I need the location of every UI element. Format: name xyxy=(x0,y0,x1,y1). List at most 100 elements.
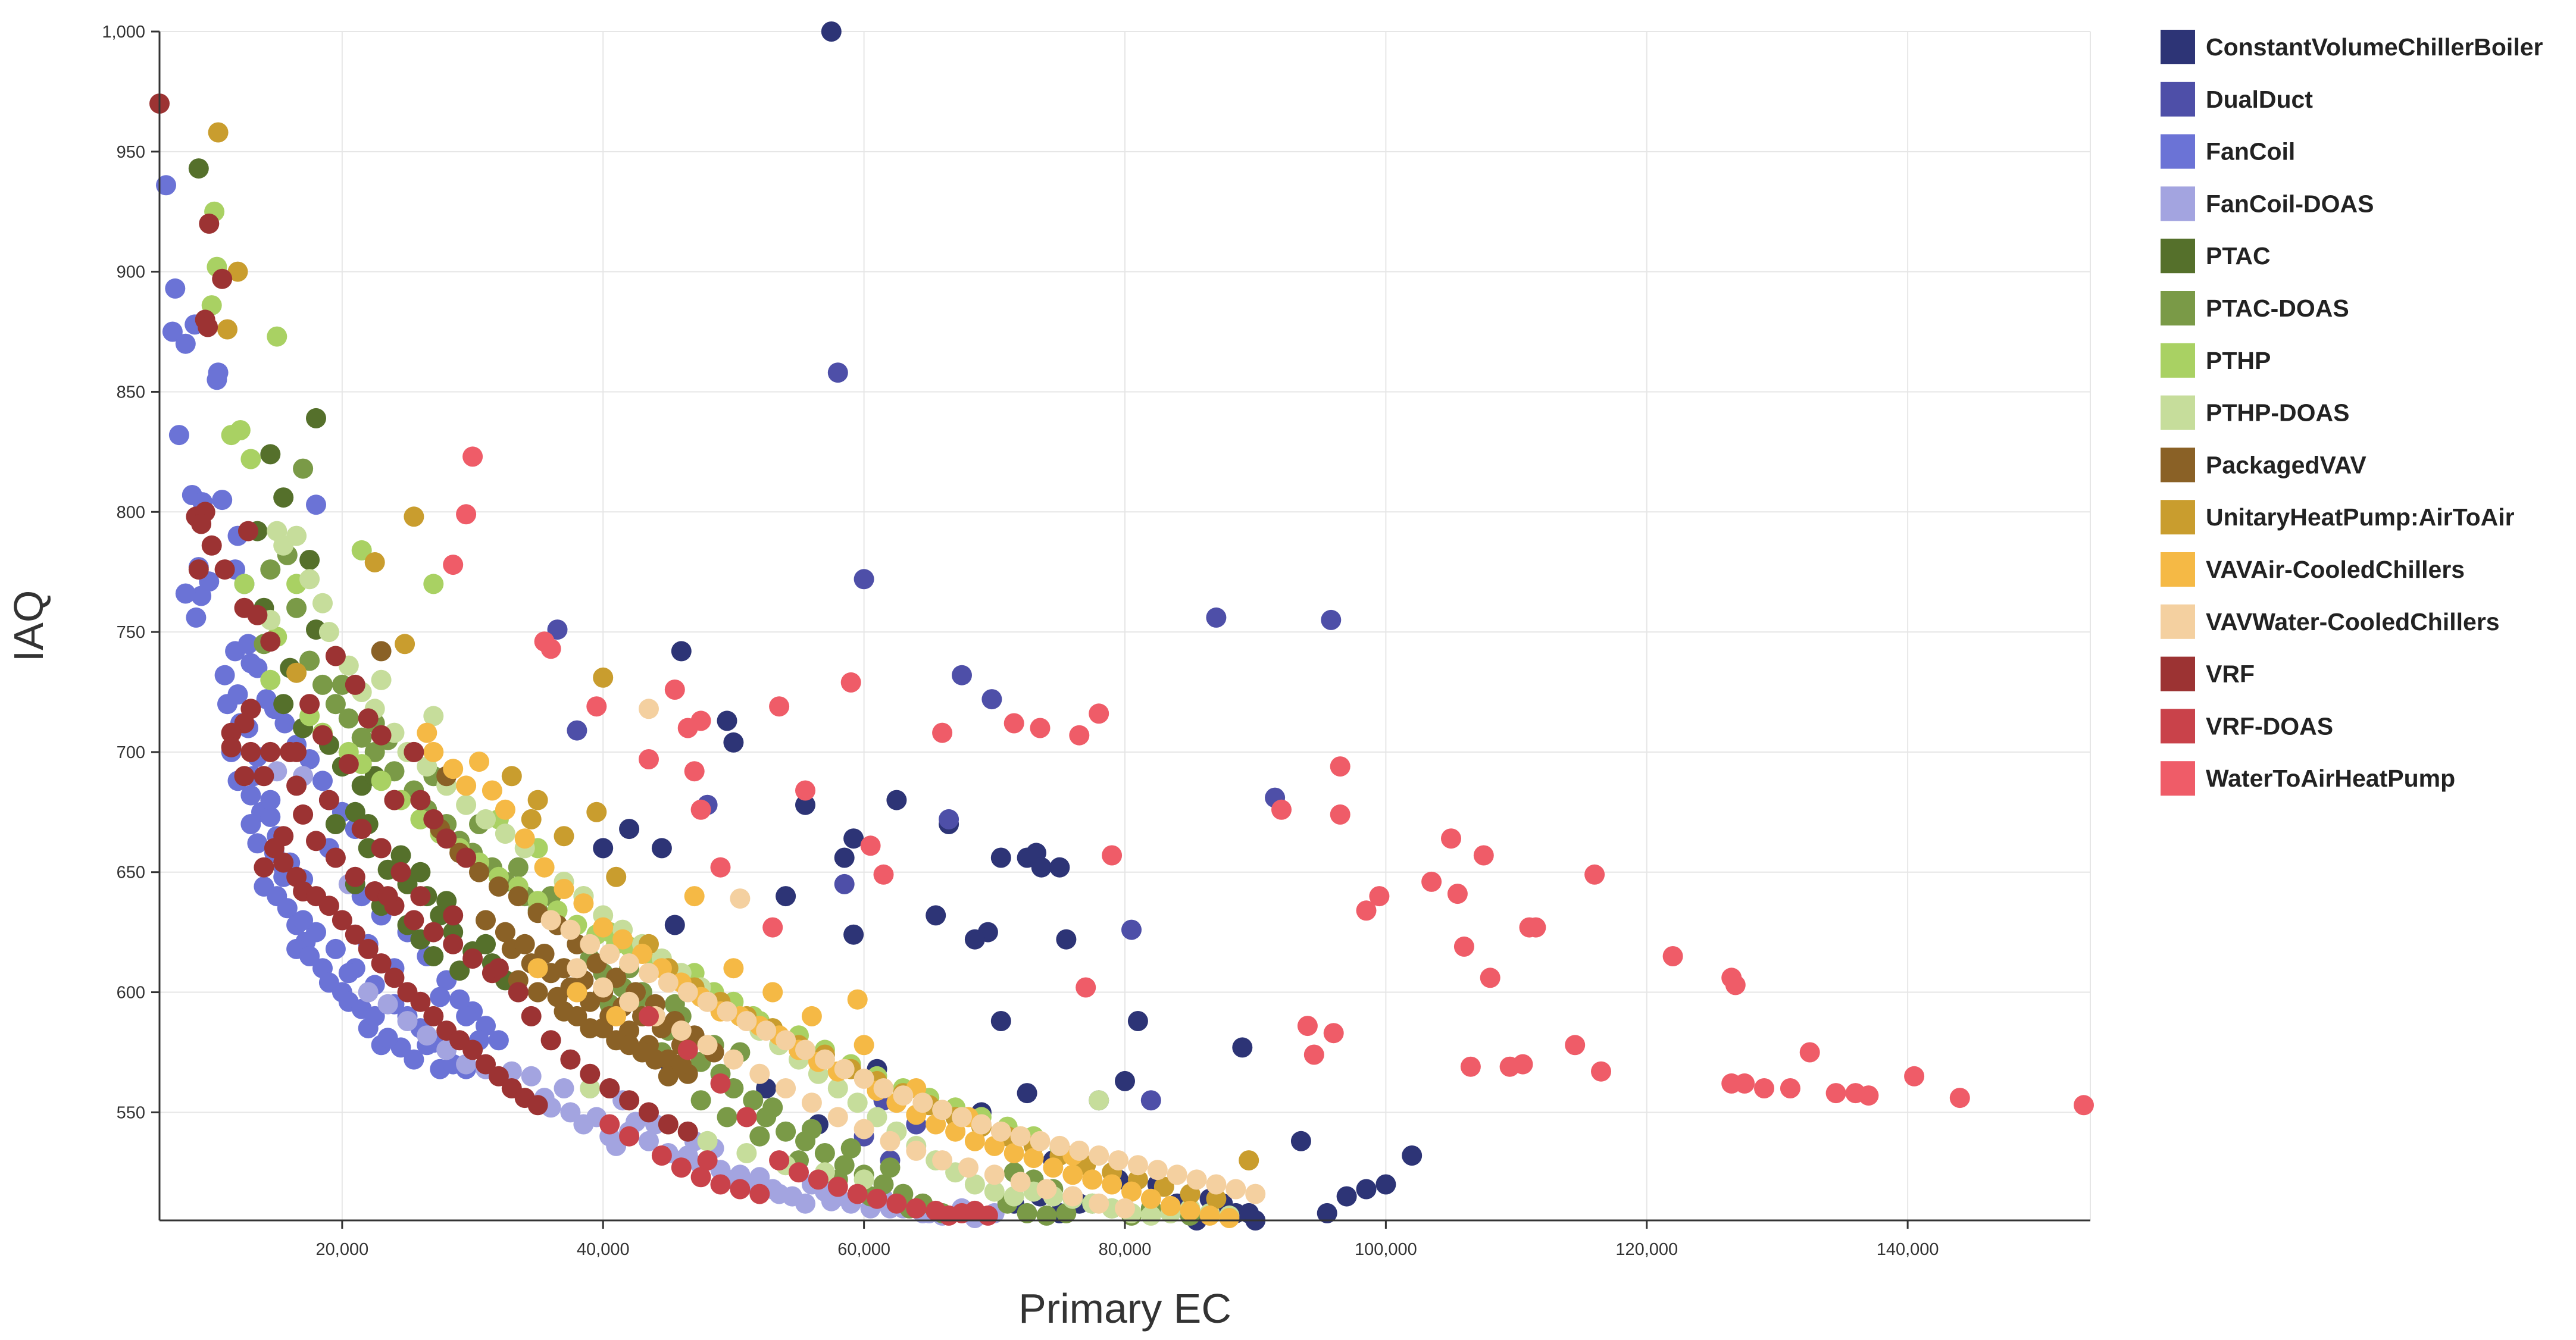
data-point xyxy=(932,722,953,743)
x-tick-label: 40,000 xyxy=(577,1240,630,1259)
data-point xyxy=(912,1092,933,1113)
data-point xyxy=(1010,1126,1031,1147)
data-point xyxy=(1232,1037,1253,1058)
legend-label: UnitaryHeatPump:AirToAir xyxy=(2206,503,2515,531)
data-point xyxy=(586,802,607,822)
data-point xyxy=(677,982,698,1003)
y-tick-label: 700 xyxy=(117,743,145,762)
data-point xyxy=(312,593,333,613)
data-point xyxy=(456,504,477,525)
data-point xyxy=(854,1035,874,1056)
data-point xyxy=(410,862,431,882)
data-point xyxy=(776,1078,796,1098)
legend-item: VAVWater-CooledChillers xyxy=(2161,604,2500,639)
data-point xyxy=(306,831,326,851)
data-point xyxy=(423,922,444,943)
data-point xyxy=(677,1040,698,1060)
data-point xyxy=(906,1140,927,1161)
legend-swatch xyxy=(2161,395,2195,430)
data-point xyxy=(371,953,392,974)
data-point xyxy=(723,1049,744,1070)
data-point xyxy=(1330,804,1350,825)
data-point xyxy=(860,835,881,856)
data-point xyxy=(697,1150,718,1171)
data-point xyxy=(690,1090,711,1111)
data-point xyxy=(1056,929,1077,950)
data-point xyxy=(697,991,718,1012)
data-point xyxy=(586,696,607,717)
legend-label: DualDuct xyxy=(2206,86,2313,113)
data-point xyxy=(736,1143,757,1163)
data-point xyxy=(854,569,874,590)
data-point xyxy=(873,864,894,885)
data-point xyxy=(377,994,398,1015)
data-point xyxy=(358,708,379,729)
data-point xyxy=(1297,1016,1318,1037)
data-point xyxy=(690,799,711,820)
data-point xyxy=(404,1049,424,1070)
data-point xyxy=(776,886,796,907)
data-point xyxy=(521,1066,542,1087)
data-point xyxy=(325,847,346,868)
data-point xyxy=(436,828,457,849)
data-point xyxy=(1017,1083,1037,1104)
x-axis-ticks: 20,000 40,000 60,000 80,000 100,000 120,000 14… xyxy=(316,1220,1939,1259)
data-point xyxy=(606,866,627,887)
data-point xyxy=(1140,1188,1161,1209)
data-point xyxy=(580,1078,601,1098)
data-point xyxy=(769,696,790,717)
data-point xyxy=(488,876,509,897)
data-point xyxy=(397,1011,418,1031)
data-point xyxy=(801,1119,822,1139)
data-point xyxy=(1206,1174,1227,1195)
data-point xyxy=(573,893,594,914)
legend-swatch xyxy=(2161,30,2195,64)
data-point xyxy=(560,1102,581,1123)
data-point xyxy=(658,1114,679,1135)
legend-item: VRF xyxy=(2161,656,2255,691)
data-point xyxy=(677,1121,698,1142)
data-point xyxy=(952,665,972,685)
data-point xyxy=(430,987,451,1007)
data-point xyxy=(1858,1085,1879,1106)
data-point xyxy=(234,766,255,787)
legend-item: DualDuct xyxy=(2161,82,2313,117)
legend-label: PackagedVAV xyxy=(2206,451,2366,478)
data-point xyxy=(1108,1150,1128,1171)
data-point xyxy=(1356,900,1377,921)
data-point xyxy=(1121,1181,1142,1202)
data-point xyxy=(247,833,268,854)
data-point xyxy=(227,261,248,282)
legend-item: PackagedVAV xyxy=(2161,447,2366,483)
data-point xyxy=(443,759,464,779)
data-point xyxy=(1473,845,1494,866)
data-point xyxy=(443,905,464,926)
data-point xyxy=(1421,871,1442,892)
data-point xyxy=(1121,919,1142,940)
legend-label: VRF-DOAS xyxy=(2206,712,2333,740)
data-point xyxy=(1447,884,1468,904)
data-point xyxy=(384,790,405,810)
data-point xyxy=(410,790,431,810)
data-point xyxy=(639,699,659,719)
data-point xyxy=(1375,1174,1396,1195)
data-point xyxy=(221,425,242,446)
data-point xyxy=(1239,1150,1259,1171)
data-point xyxy=(1089,1090,1109,1111)
data-point xyxy=(1003,713,1024,734)
data-point xyxy=(325,694,346,715)
data-point xyxy=(240,785,261,806)
data-point xyxy=(867,1107,887,1128)
y-tick-label: 600 xyxy=(117,984,145,1003)
data-point xyxy=(567,720,587,741)
y-tick-label: 900 xyxy=(117,263,145,282)
data-point xyxy=(1043,1157,1064,1178)
data-point xyxy=(191,586,212,606)
data-point xyxy=(325,814,346,834)
y-tick-label: 750 xyxy=(117,623,145,642)
data-point xyxy=(1003,1143,1024,1163)
data-point xyxy=(260,806,281,827)
data-point xyxy=(1904,1066,1925,1087)
legend-item: ConstantVolumeChillerBoiler xyxy=(2161,30,2543,64)
data-point xyxy=(318,790,339,810)
